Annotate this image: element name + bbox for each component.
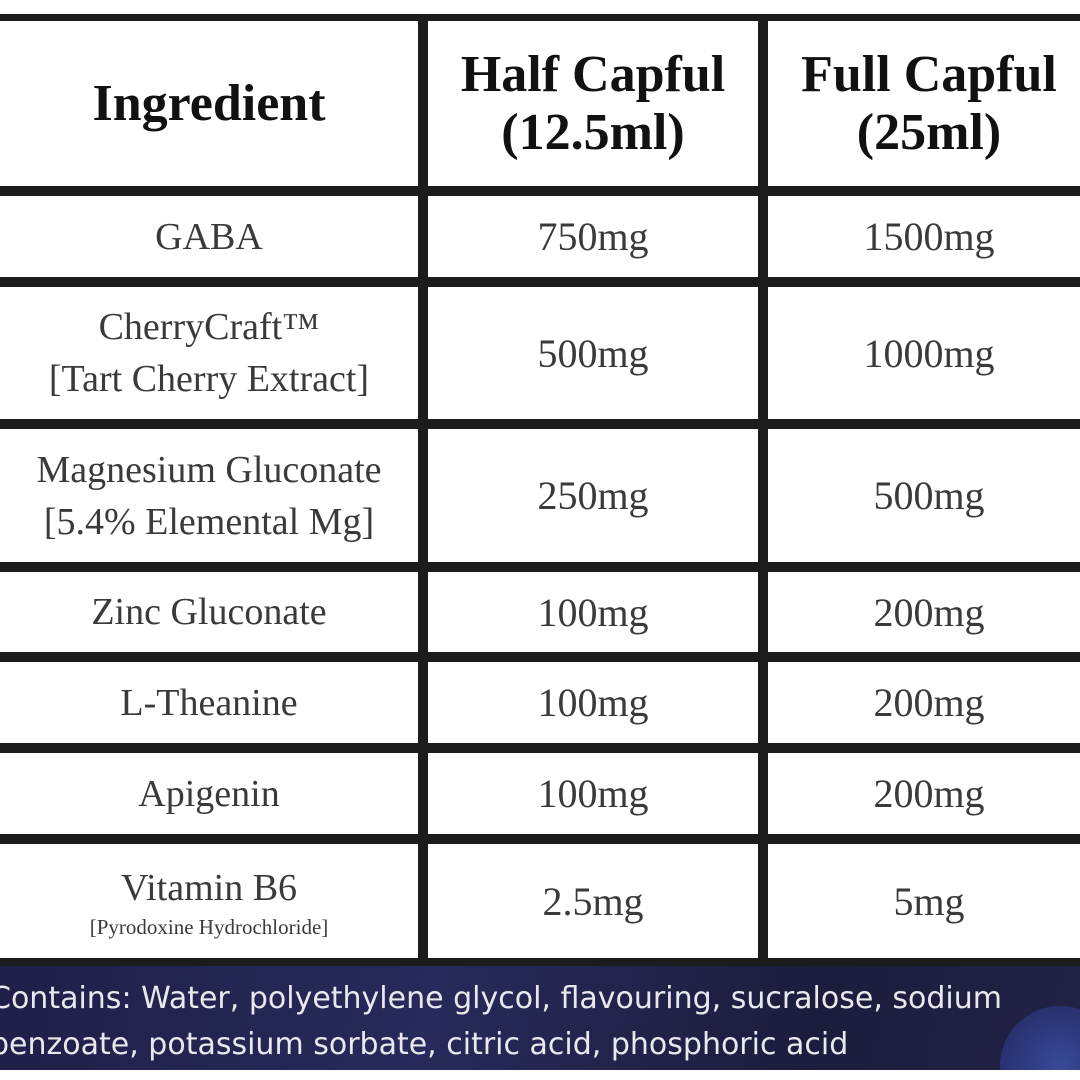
full-dose: 200mg (768, 753, 1080, 834)
half-dose: 100mg (428, 662, 758, 743)
half-dose: 100mg (428, 572, 758, 652)
table-rule (0, 958, 1080, 966)
contains-text: Contains: Water, polyethylene glycol, fl… (0, 976, 1080, 1068)
contains-line-2: benzoate, potassium sorbate, citric acid… (0, 1027, 849, 1062)
header-ingredient-label: Ingredient (92, 74, 326, 132)
full-dose-value: 200mg (873, 771, 985, 816)
table-rule (0, 277, 1080, 287)
table-rule (0, 834, 1080, 844)
table-rule (0, 14, 1080, 21)
ingredient-name: Magnesium Gluconate (36, 448, 382, 491)
table-row-name: L-Theanine (0, 662, 418, 743)
half-dose: 500mg (428, 287, 758, 419)
table-row-name: Apigenin (0, 753, 418, 834)
table-rule (0, 652, 1080, 662)
full-dose-value: 200mg (873, 680, 985, 725)
full-dose-value: 1500mg (863, 214, 995, 259)
half-dose-value: 100mg (537, 589, 649, 635)
full-dose-value: 1000mg (863, 330, 995, 376)
half-dose-value: 750mg (537, 214, 649, 259)
full-dose: 1500mg (768, 196, 1080, 277)
header-half-line1: Half Capful (460, 45, 726, 103)
table-row-name: CherryCraft™ [Tart Cherry Extract] (0, 287, 418, 419)
table-row-name: GABA (0, 196, 418, 277)
header-full-line2: (25ml) (856, 103, 1002, 161)
full-dose-value: 500mg (873, 473, 985, 518)
table-row-name: Vitamin B6 [Pyrodoxine Hydrochloride] (0, 844, 418, 958)
half-dose: 2.5mg (428, 844, 758, 958)
half-dose-value: 100mg (537, 771, 649, 816)
ingredient-name: L-Theanine (120, 681, 298, 724)
ingredient-detail: [Pyrodoxine Hydrochloride] (89, 915, 329, 939)
contains-line-1: Contains: Water, polyethylene glycol, fl… (0, 981, 1003, 1016)
full-dose-value: 200mg (873, 589, 985, 635)
half-dose: 750mg (428, 196, 758, 277)
table-rule (758, 14, 768, 966)
full-dose: 200mg (768, 572, 1080, 652)
ingredient-detail: [5.4% Elemental Mg] (43, 500, 375, 543)
contains-banner: Contains: Water, polyethylene glycol, fl… (0, 966, 1080, 1070)
full-dose: 200mg (768, 662, 1080, 743)
header-half-line2: (12.5ml) (501, 103, 685, 161)
half-dose-value: 100mg (537, 680, 649, 725)
full-dose: 500mg (768, 429, 1080, 562)
half-dose: 250mg (428, 429, 758, 562)
full-dose-value: 5mg (893, 878, 965, 924)
full-dose: 1000mg (768, 287, 1080, 419)
header-full-line1: Full Capful (801, 45, 1057, 103)
ingredient-detail: [Tart Cherry Extract] (48, 358, 370, 400)
ingredient-name: GABA (155, 215, 263, 258)
header-full-capful: Full Capful (25ml) (768, 21, 1080, 186)
full-dose: 5mg (768, 844, 1080, 958)
half-dose: 100mg (428, 753, 758, 834)
bottom-margin (0, 1070, 1080, 1080)
half-dose-value: 2.5mg (542, 878, 644, 924)
table-rule (0, 562, 1080, 572)
half-dose-value: 250mg (537, 473, 649, 518)
header-half-capful: Half Capful (12.5ml) (428, 21, 758, 186)
ingredient-name: Vitamin B6 (120, 867, 298, 909)
ingredient-name: Apigenin (138, 772, 280, 815)
half-dose-value: 500mg (537, 330, 649, 376)
header-ingredient: Ingredient (0, 21, 418, 186)
table-rule (418, 14, 428, 966)
table-row-name: Zinc Gluconate (0, 572, 418, 652)
ingredient-name: CherryCraft™ (98, 306, 320, 348)
table-rule (0, 186, 1080, 196)
ingredient-name: Zinc Gluconate (91, 591, 327, 633)
table-rule (0, 419, 1080, 429)
table-row-name: Magnesium Gluconate [5.4% Elemental Mg] (0, 429, 418, 562)
table-rule (0, 743, 1080, 753)
